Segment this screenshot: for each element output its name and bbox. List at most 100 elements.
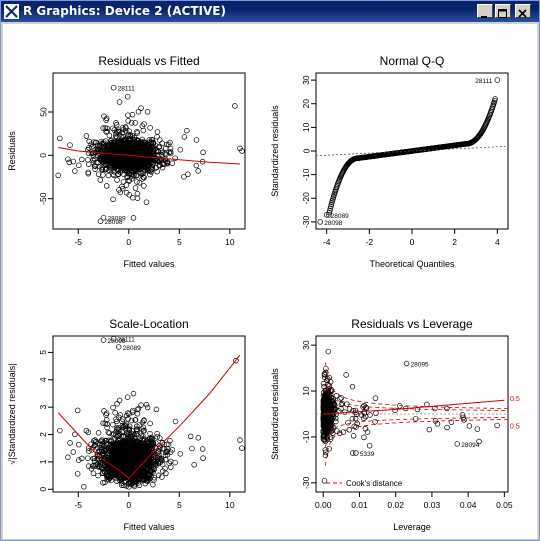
data-point xyxy=(86,448,92,454)
data-point xyxy=(127,157,133,164)
data-point xyxy=(122,128,129,134)
data-point xyxy=(121,438,127,445)
data-point xyxy=(104,149,110,155)
data-point xyxy=(320,396,327,403)
data-point xyxy=(140,127,147,134)
points xyxy=(57,354,245,490)
data-point xyxy=(119,158,126,165)
data-point xyxy=(156,451,162,458)
data-point xyxy=(324,436,331,443)
cooks-contour xyxy=(325,362,508,409)
data-point xyxy=(123,125,129,131)
data-point xyxy=(444,424,450,431)
cooks-distance-legend: Cook's distance xyxy=(346,479,403,488)
data-point xyxy=(89,144,95,150)
data-point xyxy=(333,418,339,425)
data-point xyxy=(91,455,98,462)
data-point xyxy=(366,442,373,449)
point-label: 28094 xyxy=(461,442,479,449)
data-point xyxy=(129,165,135,171)
data-point xyxy=(325,388,331,394)
data-point xyxy=(134,411,141,417)
panel-4: Residuals vs Leverage Leverage Standardize… xyxy=(270,317,520,532)
data-point xyxy=(476,438,482,445)
x-tick-label: 10 xyxy=(225,237,235,247)
data-point xyxy=(199,446,206,452)
maximize-icon xyxy=(498,9,507,18)
data-point xyxy=(130,469,137,476)
data-point xyxy=(114,461,121,468)
x-tick-label: 0 xyxy=(410,237,415,247)
data-point xyxy=(136,180,143,186)
data-point xyxy=(67,440,73,446)
labeled-point xyxy=(403,360,410,367)
y-tick-label: 0 xyxy=(38,487,48,492)
data-point xyxy=(92,163,98,169)
close-button[interactable] xyxy=(515,4,531,18)
data-point xyxy=(113,418,120,425)
title-bar[interactable]: R Graphics: Device 2 (ACTIVE) xyxy=(1,1,539,22)
y-tick-label: 3 xyxy=(38,405,48,410)
data-point xyxy=(125,171,132,177)
data-point xyxy=(125,416,131,422)
data-point xyxy=(147,420,153,427)
data-point xyxy=(172,418,179,425)
data-point xyxy=(127,458,133,465)
maximize-button[interactable] xyxy=(495,4,511,18)
data-point xyxy=(130,466,136,472)
data-point xyxy=(426,426,433,433)
x-tick-label: -5 xyxy=(74,500,82,510)
data-point xyxy=(133,137,139,144)
data-point xyxy=(114,400,120,407)
data-point xyxy=(120,179,127,185)
data-point xyxy=(127,432,134,438)
r-app-icon[interactable] xyxy=(4,4,19,19)
data-point xyxy=(334,428,340,434)
data-point xyxy=(126,140,133,147)
data-point xyxy=(119,129,126,136)
data-point xyxy=(153,440,159,446)
data-point xyxy=(160,468,166,474)
data-point xyxy=(104,424,110,431)
minimize-button[interactable] xyxy=(477,4,493,18)
data-point xyxy=(149,435,155,442)
data-point xyxy=(156,143,163,150)
data-point xyxy=(195,168,201,174)
data-point xyxy=(162,456,169,463)
data-point xyxy=(109,470,115,476)
data-point xyxy=(119,183,125,190)
x-tick-label: 0 xyxy=(126,237,131,247)
data-point xyxy=(363,404,369,411)
labeled-point xyxy=(110,84,117,91)
data-point xyxy=(345,419,351,426)
data-point xyxy=(128,417,135,424)
data-point xyxy=(131,469,138,475)
labeled-point xyxy=(100,337,107,343)
x-tick-label: -5 xyxy=(74,237,82,247)
window-title: R Graphics: Device 2 (ACTIVE) xyxy=(23,4,226,18)
data-point xyxy=(67,142,73,148)
data-point xyxy=(89,150,96,156)
data-point xyxy=(130,390,137,397)
data-point xyxy=(149,460,156,466)
data-point xyxy=(323,421,329,427)
data-point xyxy=(134,423,140,429)
data-point xyxy=(105,172,112,179)
cooks-contour xyxy=(325,419,508,466)
data-point xyxy=(104,125,110,132)
data-point xyxy=(159,440,165,446)
data-point xyxy=(461,417,467,423)
data-point xyxy=(151,474,157,481)
data-point xyxy=(143,141,150,148)
data-point xyxy=(338,401,345,408)
data-point xyxy=(181,173,187,180)
data-point xyxy=(134,128,140,135)
data-point xyxy=(320,402,327,409)
data-point xyxy=(448,419,455,425)
data-point xyxy=(100,451,107,458)
x-tick-label: 0.00 xyxy=(315,500,332,510)
plot-title: Normal Q-Q xyxy=(380,54,445,68)
data-point xyxy=(129,450,135,457)
data-point xyxy=(134,477,141,483)
data-point xyxy=(112,432,119,438)
